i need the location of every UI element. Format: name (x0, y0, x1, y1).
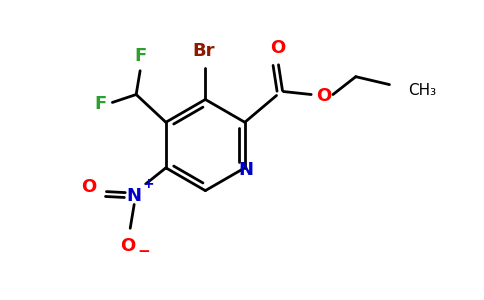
Text: O: O (81, 178, 96, 196)
Text: O: O (121, 237, 136, 255)
Text: CH₃: CH₃ (408, 83, 437, 98)
Text: Br: Br (192, 42, 214, 60)
Text: N: N (238, 161, 253, 179)
Text: F: F (94, 95, 106, 113)
Text: N: N (127, 187, 142, 205)
Text: O: O (270, 39, 285, 57)
Text: +: + (142, 177, 154, 191)
Text: O: O (317, 86, 332, 104)
Text: F: F (134, 47, 146, 65)
Text: −: − (138, 244, 151, 259)
